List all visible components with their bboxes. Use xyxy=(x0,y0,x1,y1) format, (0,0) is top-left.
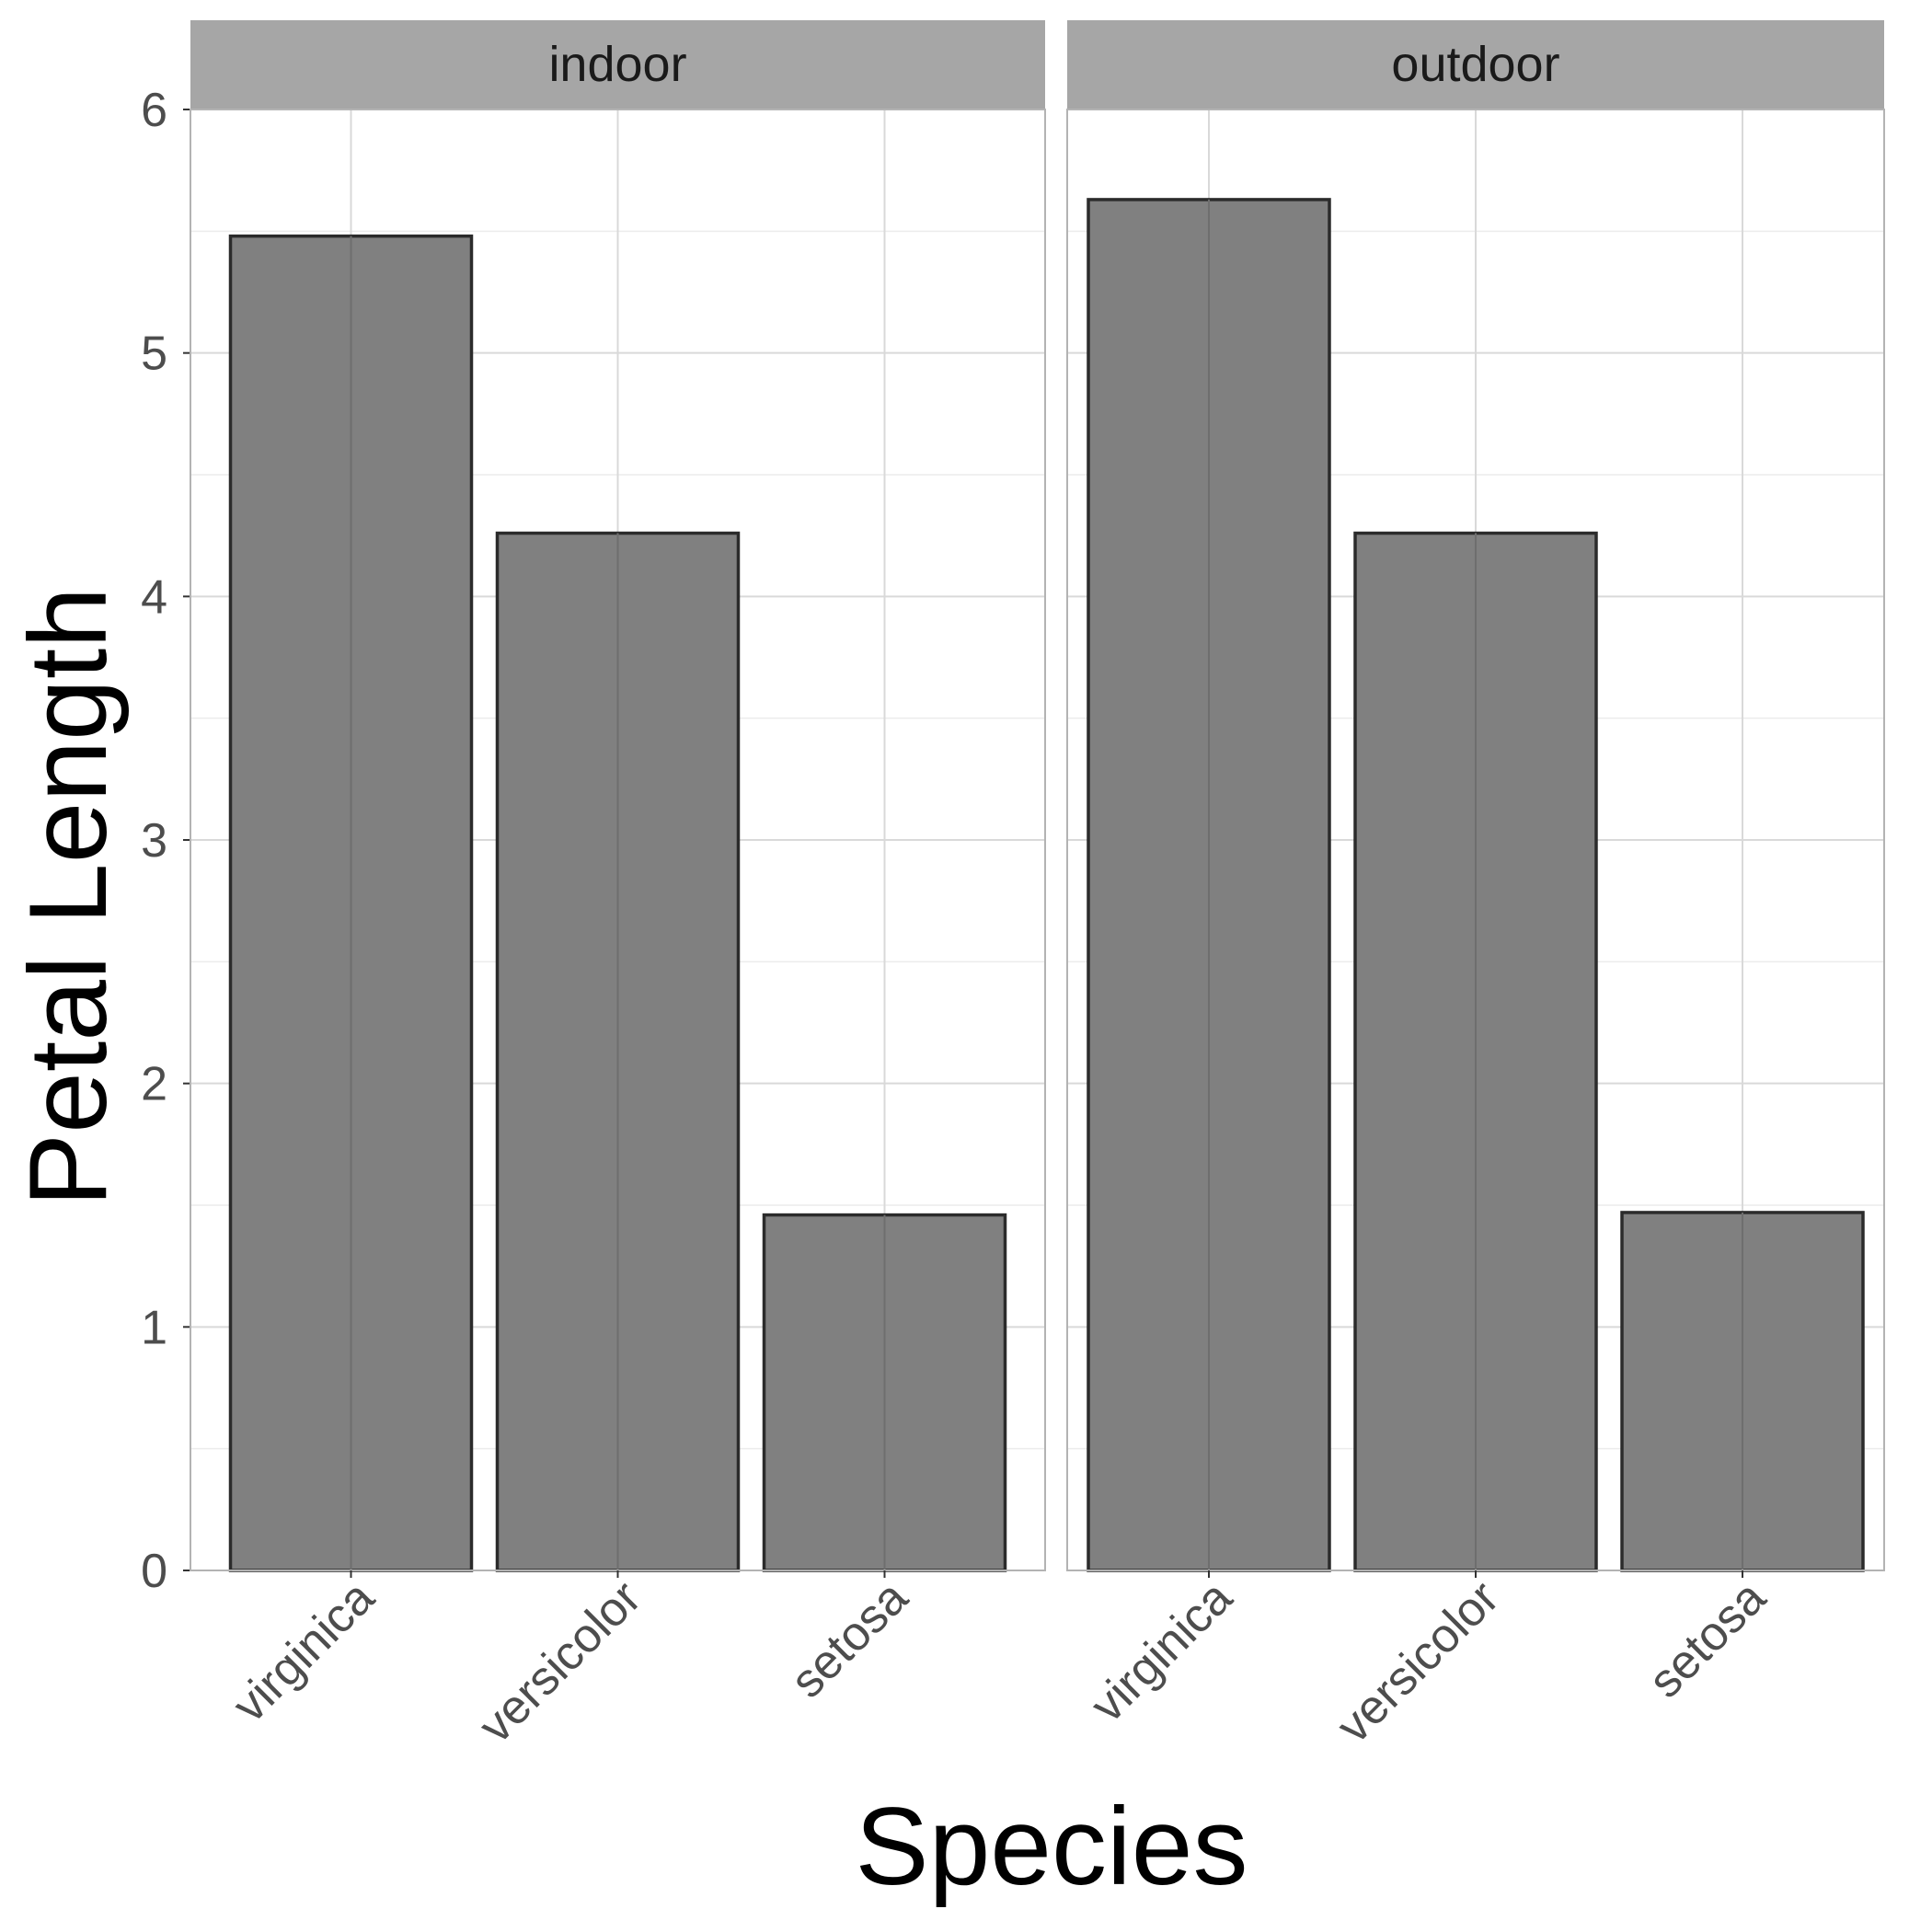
panel-indoor: indoor virginica versicolor setosa xyxy=(190,20,1046,1754)
panel-outdoor: outdoor virginica versicolor setosa xyxy=(1066,20,1885,1754)
x-axis-title: Species xyxy=(856,1785,1248,1908)
facet-strip-label: outdoor xyxy=(1391,37,1559,92)
x-tick-label: setosa xyxy=(781,1570,918,1708)
y-tick-label: 2 xyxy=(141,1058,167,1111)
y-tick-label: 4 xyxy=(141,570,167,624)
x-tick-label: virginica xyxy=(223,1570,385,1732)
y-tick-label: 0 xyxy=(141,1545,167,1598)
facet-panels: indoor virginica versicolor setosa outdoor vi… xyxy=(190,20,1885,1754)
y-tick-label: 1 xyxy=(141,1301,167,1354)
y-axis: 0 1 2 3 4 5 6 xyxy=(141,84,190,1598)
x-tick-label: versicolor xyxy=(469,1570,651,1753)
facet-strip-label: indoor xyxy=(548,37,686,92)
y-tick-label: 3 xyxy=(141,814,167,868)
facet-strip xyxy=(1067,20,1884,109)
y-axis-title: Petal Length xyxy=(6,587,130,1207)
y-tick-label: 5 xyxy=(141,328,167,381)
y-tick-label: 6 xyxy=(141,84,167,137)
x-tick-label: setosa xyxy=(1639,1570,1776,1708)
facet-strip xyxy=(190,20,1045,109)
x-tick-label: virginica xyxy=(1081,1570,1243,1732)
x-tick-label: versicolor xyxy=(1327,1570,1509,1753)
